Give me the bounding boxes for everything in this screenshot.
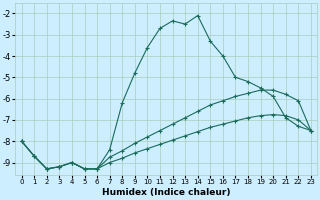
X-axis label: Humidex (Indice chaleur): Humidex (Indice chaleur) — [102, 188, 230, 197]
